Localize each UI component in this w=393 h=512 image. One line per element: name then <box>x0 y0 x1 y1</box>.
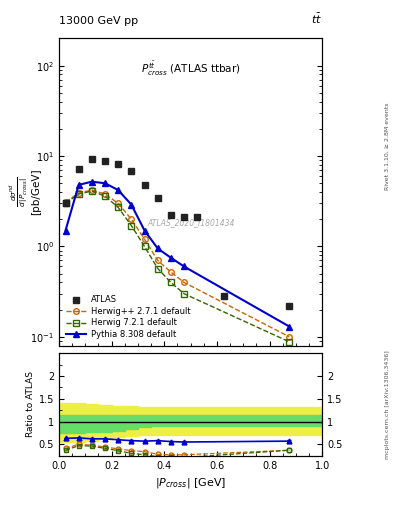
ATLAS <box>195 214 200 220</box>
Text: $t\bar{t}$: $t\bar{t}$ <box>311 11 322 26</box>
Herwig 7.2.1 default <box>142 243 147 249</box>
Line: ATLAS: ATLAS <box>62 156 292 309</box>
Pythia 8.308 default <box>76 182 81 188</box>
ATLAS <box>76 166 81 172</box>
ATLAS <box>103 158 107 164</box>
Herwig 7.2.1 default <box>287 339 292 345</box>
ATLAS <box>182 214 186 220</box>
X-axis label: $|P_{cross}|$ [GeV]: $|P_{cross}|$ [GeV] <box>155 476 226 490</box>
Text: $\frac{d\sigma^{nd}}{d\,|P_{cross}|}$
[pb/GeV]: $\frac{d\sigma^{nd}}{d\,|P_{cross}|}$ [p… <box>8 168 41 216</box>
ATLAS <box>155 195 160 201</box>
Pythia 8.308 default <box>116 187 121 193</box>
Herwig++ 2.7.1 default <box>287 334 292 340</box>
Text: 13000 GeV pp: 13000 GeV pp <box>59 15 138 26</box>
Herwig 7.2.1 default <box>182 291 186 297</box>
ATLAS <box>90 156 94 162</box>
Herwig++ 2.7.1 default <box>63 199 68 205</box>
Herwig++ 2.7.1 default <box>116 200 121 206</box>
Pythia 8.308 default <box>142 227 147 233</box>
Pythia 8.308 default <box>103 180 107 186</box>
ATLAS <box>287 303 292 309</box>
Pythia 8.308 default <box>155 245 160 251</box>
Herwig++ 2.7.1 default <box>169 269 173 275</box>
Pythia 8.308 default <box>169 254 173 261</box>
Herwig 7.2.1 default <box>155 265 160 271</box>
Herwig 7.2.1 default <box>116 204 121 210</box>
Herwig++ 2.7.1 default <box>76 190 81 196</box>
Pythia 8.308 default <box>63 227 68 233</box>
Herwig 7.2.1 default <box>76 191 81 197</box>
Text: ATLAS_2020_I1801434: ATLAS_2020_I1801434 <box>147 218 234 227</box>
Pythia 8.308 default <box>182 263 186 269</box>
Herwig 7.2.1 default <box>129 223 134 229</box>
ATLAS <box>129 168 134 174</box>
Herwig 7.2.1 default <box>169 280 173 286</box>
Text: $P^{t\bar{t}}_{cross}$ (ATLAS ttbar): $P^{t\bar{t}}_{cross}$ (ATLAS ttbar) <box>141 60 241 78</box>
Pythia 8.308 default <box>90 179 94 185</box>
ATLAS <box>169 212 173 219</box>
Herwig++ 2.7.1 default <box>155 258 160 264</box>
Text: mcplots.cern.ch [arXiv:1306.3436]: mcplots.cern.ch [arXiv:1306.3436] <box>385 350 389 459</box>
Herwig++ 2.7.1 default <box>129 216 134 222</box>
Herwig++ 2.7.1 default <box>90 187 94 193</box>
Line: Herwig++ 2.7.1 default: Herwig++ 2.7.1 default <box>63 187 292 339</box>
Legend: ATLAS, Herwig++ 2.7.1 default, Herwig 7.2.1 default, Pythia 8.308 default: ATLAS, Herwig++ 2.7.1 default, Herwig 7.… <box>63 293 193 342</box>
Herwig++ 2.7.1 default <box>182 280 186 286</box>
Herwig 7.2.1 default <box>63 200 68 206</box>
Herwig++ 2.7.1 default <box>142 236 147 242</box>
Text: Rivet 3.1.10, ≥ 2.8M events: Rivet 3.1.10, ≥ 2.8M events <box>385 102 389 189</box>
Pythia 8.308 default <box>129 202 134 208</box>
Herwig 7.2.1 default <box>103 193 107 199</box>
Line: Pythia 8.308 default: Pythia 8.308 default <box>62 179 292 330</box>
Pythia 8.308 default <box>287 324 292 330</box>
ATLAS <box>221 293 226 300</box>
ATLAS <box>63 200 68 206</box>
Line: Herwig 7.2.1 default: Herwig 7.2.1 default <box>63 188 292 345</box>
Herwig 7.2.1 default <box>90 188 94 194</box>
ATLAS <box>142 182 147 188</box>
ATLAS <box>116 161 121 167</box>
Herwig++ 2.7.1 default <box>103 191 107 197</box>
Y-axis label: Ratio to ATLAS: Ratio to ATLAS <box>26 372 35 437</box>
